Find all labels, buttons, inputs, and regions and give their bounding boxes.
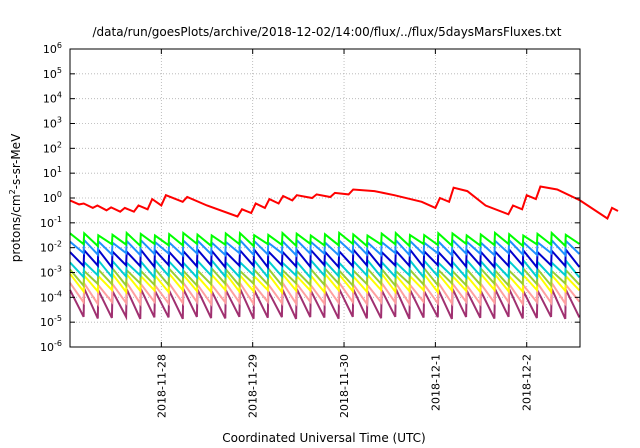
x-tick-label: 2018-12-2	[521, 354, 534, 411]
y-tick-label: 105	[43, 66, 62, 81]
x-tick-label: 2018-11-30	[338, 354, 351, 418]
y-axis-label-text: protons/cm2-s-sr-MeV	[8, 133, 23, 262]
tick-layer: 10-6 10-5 10-4 10-3 10-2 10-1 100 101 102 103 104 1…	[40, 41, 580, 418]
x-axis-label: Coordinated Universal Time (UTC)	[222, 431, 425, 445]
y-tick-label: 106	[43, 41, 62, 56]
y-axis-label: protons/cm2-s-sr-MeV	[8, 133, 23, 262]
y-tick-label: 100	[43, 190, 62, 205]
y-tick-label: 10-6	[40, 339, 62, 354]
y-tick-label: 10-1	[40, 215, 62, 230]
flux-channel-line	[69, 230, 580, 249]
y-tick-label: 10-2	[40, 240, 62, 255]
y-tick-label: 103	[43, 116, 62, 131]
y-tick-label: 10-5	[40, 314, 62, 329]
flux-series-line	[69, 185, 619, 220]
y-tick-label: 10-4	[40, 289, 62, 304]
y-tick-label: 10-3	[40, 265, 62, 280]
y-tick-label: 104	[43, 91, 62, 106]
y-tick-label: 101	[43, 165, 62, 180]
x-tick-label: 2018-12-1	[429, 354, 442, 411]
chart-title: /data/run/goesPlots/archive/2018-12-02/1…	[93, 25, 562, 39]
x-tick-label: 2018-11-29	[247, 354, 260, 418]
x-tick-label: 2018-11-28	[155, 354, 168, 418]
y-tick-label: 102	[43, 140, 62, 155]
series-layer	[69, 185, 619, 321]
